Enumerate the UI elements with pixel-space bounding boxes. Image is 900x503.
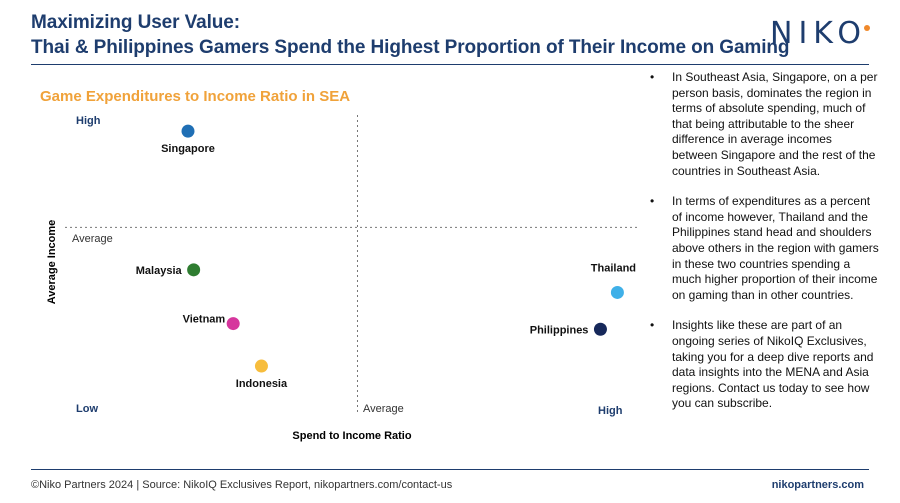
data-point-malaysia	[187, 263, 201, 277]
insight-bullet: Insights like these are part of an ongoi…	[646, 318, 880, 412]
footer-website-link[interactable]: nikopartners.com	[771, 479, 864, 491]
data-label-philippines: Philippines	[530, 324, 589, 336]
x-axis-label: Spend to Income Ratio	[292, 430, 411, 442]
y-axis-label: Average Income	[46, 220, 58, 305]
y-tick-average: Average	[72, 233, 113, 245]
insight-bullet: In terms of expenditures as a percent of…	[646, 194, 880, 303]
y-tick-low: Low	[76, 403, 98, 415]
data-label-thailand: Thailand	[591, 262, 636, 274]
data-point-vietnam	[226, 317, 240, 331]
data-point-thailand	[610, 285, 624, 299]
page-title-line-2: Thai & Philippines Gamers Spend the High…	[31, 37, 790, 58]
data-label-indonesia: Indonesia	[236, 378, 288, 390]
niko-logo: NIKO	[770, 16, 867, 51]
scatter-chart: Game Expenditures to Income Ratio in SEA…	[40, 88, 640, 442]
data-point-indonesia	[254, 359, 268, 373]
x-tick-average: Average	[363, 403, 404, 415]
page-title-line-1: Maximizing User Value:	[31, 12, 240, 33]
data-label-vietnam: Vietnam	[183, 314, 226, 326]
footer-divider	[31, 469, 869, 470]
data-point-singapore	[181, 124, 195, 138]
data-label-malaysia: Malaysia	[136, 265, 183, 277]
footer-source: ©Niko Partners 2024 | Source: NikoIQ Exc…	[31, 479, 453, 491]
x-tick-high: High	[598, 405, 623, 417]
data-label-singapore: Singapore	[161, 143, 215, 155]
insight-bullet-list: In Southeast Asia, Singapore, on a per p…	[646, 70, 880, 427]
logo-dot-icon	[864, 25, 870, 31]
y-tick-high: High	[76, 115, 101, 127]
chart-title: Game Expenditures to Income Ratio in SEA	[40, 88, 350, 105]
header-divider	[31, 64, 869, 65]
insight-bullet: In Southeast Asia, Singapore, on a per p…	[646, 70, 880, 179]
data-point-philippines	[593, 322, 607, 336]
